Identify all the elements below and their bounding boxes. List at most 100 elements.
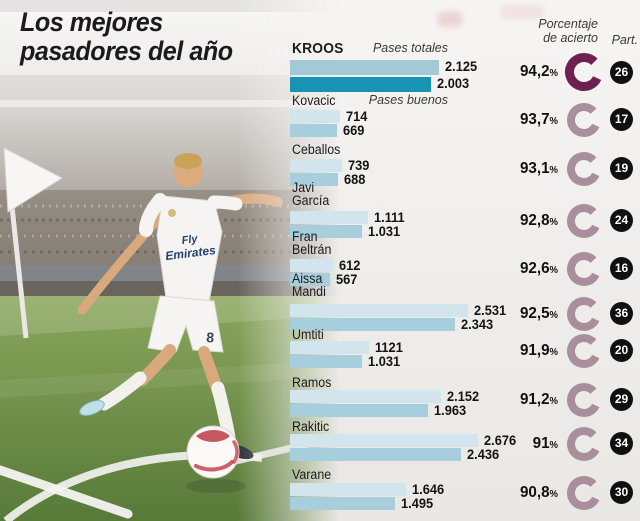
accuracy-donut-icon [566, 203, 602, 244]
player-name: Varane [292, 467, 332, 482]
percent-sign: % [549, 216, 558, 228]
bar-value: 688 [344, 172, 366, 187]
matches-badge: 29 [610, 388, 633, 411]
bar-value: 2.003 [437, 76, 470, 91]
title-line-2: pasadores del año [20, 35, 233, 66]
bar-pases-buenos [290, 404, 428, 417]
bar-pases-buenos [290, 448, 461, 461]
bar-value: 612 [339, 258, 361, 273]
accuracy-donut-icon [566, 102, 602, 143]
column-header-part: Part. [611, 33, 638, 47]
column-header-accuracy: Porcentaje de acierto [498, 17, 598, 45]
accuracy-number: 93,1 [519, 159, 550, 177]
shorts-number: 8 [206, 329, 215, 346]
player-name: Javi [292, 180, 315, 195]
page-title: Los mejores pasadores del año [20, 8, 233, 65]
percent-sign: % [549, 439, 558, 451]
matches-badge: 36 [610, 302, 633, 325]
player-name: Rakitic [292, 419, 330, 434]
bar-pases-totales [290, 434, 478, 447]
bar-value: 1.031 [368, 224, 401, 239]
percent-sign: % [549, 115, 558, 127]
player-hair [174, 153, 202, 169]
percent-sign: % [549, 488, 558, 500]
bar-pases-buenos [290, 173, 338, 186]
player-name: Ramos [292, 375, 332, 390]
accuracy-value: 92,5% [474, 305, 558, 323]
bar-pases-buenos [290, 497, 395, 510]
player-name: Ceballos [292, 142, 341, 157]
player-figure: Fly Emirates 8 [77, 153, 283, 493]
photo-artifact [437, 11, 463, 27]
player-name: García [292, 193, 330, 208]
percent-sign: % [549, 346, 558, 358]
bar-value: 1.031 [368, 354, 401, 369]
accuracy-number: 92,8 [519, 211, 550, 229]
player-name: Beltrán [292, 242, 332, 257]
matches-badge: 17 [610, 108, 633, 131]
accuracy-value: 91% [474, 435, 558, 453]
accuracy-value: 94,2% [474, 63, 558, 81]
accuracy-value: 93,7% [474, 111, 558, 129]
title-line-1: Los mejores [20, 7, 163, 37]
left-boot [79, 400, 105, 416]
touchline [0, 465, 133, 519]
bar-value: 2.531 [474, 303, 507, 318]
accuracy-donut-icon [566, 426, 602, 467]
matches-badge: 16 [610, 257, 633, 280]
accuracy-number: 91,2 [519, 390, 550, 408]
player-name: Fran [292, 229, 318, 244]
legend-pases-buenos: Pases buenos [368, 93, 448, 107]
matches-badge: 20 [610, 339, 633, 362]
bar-pases-buenos [290, 318, 455, 331]
bar-value: 567 [336, 272, 358, 287]
percent-sign: % [549, 164, 558, 176]
bar-value: 2.676 [484, 433, 517, 448]
legend-pases-totales: Pases totales [372, 41, 448, 55]
matches-badge: 30 [610, 481, 633, 504]
accuracy-donut-icon [566, 296, 602, 337]
accuracy-donut-icon [566, 151, 602, 192]
bar-pases-buenos [290, 355, 362, 368]
accuracy-header-line-2: de acierto [543, 30, 598, 45]
bar-pases-buenos [290, 124, 337, 137]
bar-value: 1.963 [434, 403, 467, 418]
accuracy-number: 90,8 [519, 483, 550, 501]
bar-value: 2.343 [461, 317, 494, 332]
accuracy-value: 93,1% [474, 160, 558, 178]
bar-pases-totales [290, 159, 342, 172]
player-name: Umtiti [292, 327, 324, 342]
accuracy-donut-icon [564, 52, 604, 97]
photo-artifact [500, 4, 544, 19]
accuracy-header-line-1: Porcentaje [538, 17, 598, 31]
percent-sign: % [549, 309, 558, 321]
player-name: Kovacic [292, 93, 336, 108]
bar-value: 669 [343, 123, 365, 138]
bar-pases-buenos [290, 77, 431, 92]
bar-value: 714 [346, 109, 368, 124]
accuracy-value: 91,2% [474, 391, 558, 409]
percent-sign: % [549, 395, 558, 407]
accuracy-donut-icon [566, 475, 602, 516]
accuracy-number: 93,7 [519, 110, 550, 128]
player-name: Mandi [292, 284, 326, 299]
bar-pases-totales [290, 483, 406, 496]
bar-pases-totales [290, 390, 441, 403]
shirt-sponsor-text-2: Emirates [164, 243, 216, 263]
bar-pases-totales [290, 110, 340, 123]
accuracy-donut-icon [566, 333, 602, 374]
bar-value: 2.152 [447, 389, 480, 404]
matches-badge: 19 [610, 157, 633, 180]
stadium-photo: Fly Emirates 8 [0, 0, 343, 521]
bar-pases-buenos [290, 225, 362, 238]
accuracy-number: 91 [532, 434, 550, 452]
corner-flag [3, 147, 64, 213]
player-name: KROOS [292, 40, 344, 57]
bar-value: 1.111 [374, 210, 405, 225]
bar-value: 1.646 [412, 482, 445, 497]
accuracy-value: 91,9% [474, 342, 558, 360]
accuracy-value: 92,8% [474, 212, 558, 230]
accuracy-donut-icon [566, 382, 602, 423]
accuracy-number: 91,9 [519, 341, 550, 359]
